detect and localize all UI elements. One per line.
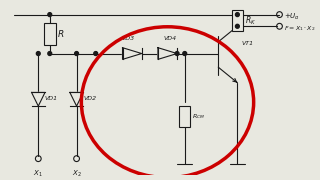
Polygon shape <box>70 93 83 106</box>
Bar <box>179 106 190 127</box>
Text: $+U_{\alpha}$: $+U_{\alpha}$ <box>284 12 300 22</box>
Circle shape <box>236 24 239 28</box>
Circle shape <box>94 52 98 55</box>
Text: R: R <box>57 30 64 39</box>
Text: $R_K$: $R_K$ <box>245 14 256 27</box>
Text: $R_{CM}$: $R_{CM}$ <box>192 112 205 121</box>
Text: $F = X_1 \cdot X_2$: $F = X_1 \cdot X_2$ <box>284 24 316 33</box>
Text: $X_2$: $X_2$ <box>72 168 82 179</box>
Polygon shape <box>123 48 142 59</box>
Circle shape <box>36 52 40 55</box>
Text: VD4: VD4 <box>164 36 177 41</box>
Circle shape <box>175 52 179 55</box>
Bar <box>44 23 55 45</box>
Bar <box>232 10 243 31</box>
Text: VT1: VT1 <box>241 41 253 46</box>
Circle shape <box>75 52 78 55</box>
Circle shape <box>236 13 239 17</box>
Circle shape <box>183 52 187 55</box>
Circle shape <box>48 13 52 17</box>
Polygon shape <box>32 93 45 106</box>
Circle shape <box>48 52 52 55</box>
Polygon shape <box>158 48 177 59</box>
Text: VD1: VD1 <box>45 96 58 101</box>
Text: $X_1$: $X_1$ <box>33 168 43 179</box>
Text: VD2: VD2 <box>83 96 96 101</box>
Text: VD3: VD3 <box>122 36 135 41</box>
